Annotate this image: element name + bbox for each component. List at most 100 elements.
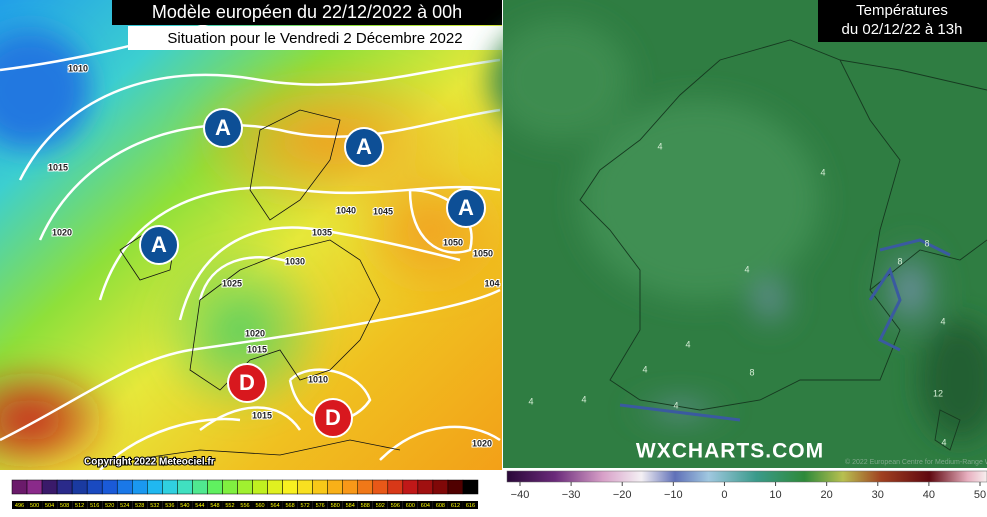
scale-swatch [237, 479, 253, 495]
scale-swatch [252, 479, 268, 495]
scale-swatch [71, 479, 88, 495]
scale-swatch [207, 479, 223, 495]
isotherm-label: 4 [581, 394, 586, 404]
scale-label: 540 [180, 503, 189, 509]
scale-label-bg [42, 501, 58, 509]
scale-label: 604 [421, 503, 430, 509]
scale-label: 560 [255, 503, 264, 509]
scale-label-bg [177, 501, 193, 509]
scale-label: 584 [346, 503, 355, 509]
colorbar-tick-label: 0 [721, 489, 727, 501]
scale-label-bg [27, 501, 43, 509]
watermark: WXCHARTS.COM [636, 440, 824, 463]
isobar-label: 1050 [473, 248, 493, 258]
high-marker [344, 127, 384, 167]
scale-swatch [222, 479, 238, 495]
isobar-label: 1025 [222, 278, 242, 288]
scale-label-bg [327, 501, 343, 509]
isotherm-label: 4 [642, 364, 647, 374]
scale-label: 528 [135, 503, 144, 509]
scale-label: 532 [150, 503, 159, 509]
scale-swatch [312, 479, 328, 495]
high-label: A [356, 134, 372, 159]
scale-label: 600 [406, 503, 415, 509]
scale-label-bg [72, 501, 88, 509]
scale-swatch [26, 479, 43, 495]
scale-label: 500 [30, 503, 39, 509]
scale-swatch [132, 479, 148, 495]
right-map-fields [490, 20, 987, 440]
credit: © 2022 European Centre for Medium-Range … [845, 458, 987, 466]
isobar-label: 1020 [472, 438, 492, 448]
high-marker [203, 108, 243, 148]
isobar-label: 1045 [373, 206, 393, 216]
isotherm-label: 8 [749, 367, 754, 377]
scale-label: 556 [240, 503, 249, 509]
scale-swatch [11, 479, 28, 495]
scale-label-bg [462, 501, 478, 509]
scale-label-bg [117, 501, 133, 509]
scale-swatch [447, 479, 464, 495]
borders [579, 39, 987, 451]
isotherm-label: 4 [657, 141, 662, 151]
colorbar-tick-label: −30 [562, 489, 581, 501]
scale-label-bg [402, 501, 418, 509]
low-label: D [239, 370, 255, 395]
isobar-label: 1015 [247, 344, 267, 354]
scale-swatch [56, 479, 73, 495]
colorbar-tick-label: 40 [923, 489, 935, 501]
scale-label-bg [297, 501, 313, 509]
isobar-label: 1010 [68, 63, 88, 73]
isotherm-label: 8 [897, 256, 902, 266]
scale-label: 508 [60, 503, 69, 509]
colorbar-tick-label: 10 [769, 489, 781, 501]
scale-label-bg [222, 501, 238, 509]
scale-label-bg [102, 501, 118, 509]
high-label: A [151, 232, 167, 257]
scale-label: 612 [451, 503, 460, 509]
copyright: Copyright 2022 Meteociel.fr [84, 457, 215, 468]
left-subtitle: Situation pour le Vendredi 2 Décembre 20… [167, 30, 462, 47]
scale-label: 588 [361, 503, 370, 509]
scale-swatch [387, 479, 404, 495]
high-marker [139, 225, 179, 265]
isobar-label: 1035 [312, 227, 332, 237]
scale-swatch [192, 479, 208, 495]
scale-label-bg [342, 501, 358, 509]
alps-contours [619, 238, 951, 422]
isotherm-label: 4 [941, 437, 946, 447]
scale-label: 544 [195, 503, 204, 509]
scale-label: 616 [466, 503, 475, 509]
scale-label-bg [432, 501, 448, 509]
scale-swatch [282, 479, 298, 495]
isotherm-label: 4 [673, 400, 678, 410]
subtitle-box [128, 26, 502, 50]
colorbar-tick-label: −40 [511, 489, 530, 501]
scale-label-bg [12, 501, 28, 509]
scale-swatch [177, 479, 193, 495]
right-title-1: Températures [856, 2, 948, 19]
isotherm-label: 4 [744, 264, 749, 274]
scale-label: 536 [165, 503, 174, 509]
scale-label: 516 [90, 503, 99, 509]
scale-label-bg [282, 501, 298, 509]
scale-label: 548 [210, 503, 219, 509]
scale-label-bg [162, 501, 178, 509]
scale-label: 568 [286, 503, 295, 509]
scale-swatch [432, 479, 449, 495]
title-box [112, 0, 502, 25]
scale-label-bg [87, 501, 103, 509]
scale-swatch [402, 479, 419, 495]
scale-label: 552 [225, 503, 234, 509]
isotherm-label: 12 [933, 388, 943, 398]
scale-swatch [417, 479, 434, 495]
scale-swatch [327, 479, 343, 495]
right-title-box [818, 0, 987, 42]
scale-swatch [372, 479, 389, 495]
scale-label: 504 [45, 503, 54, 509]
colorbar-tick-label: −10 [664, 489, 683, 501]
scale-label: 564 [270, 503, 279, 509]
scale-label: 592 [376, 503, 385, 509]
scale-label: 524 [120, 503, 129, 509]
